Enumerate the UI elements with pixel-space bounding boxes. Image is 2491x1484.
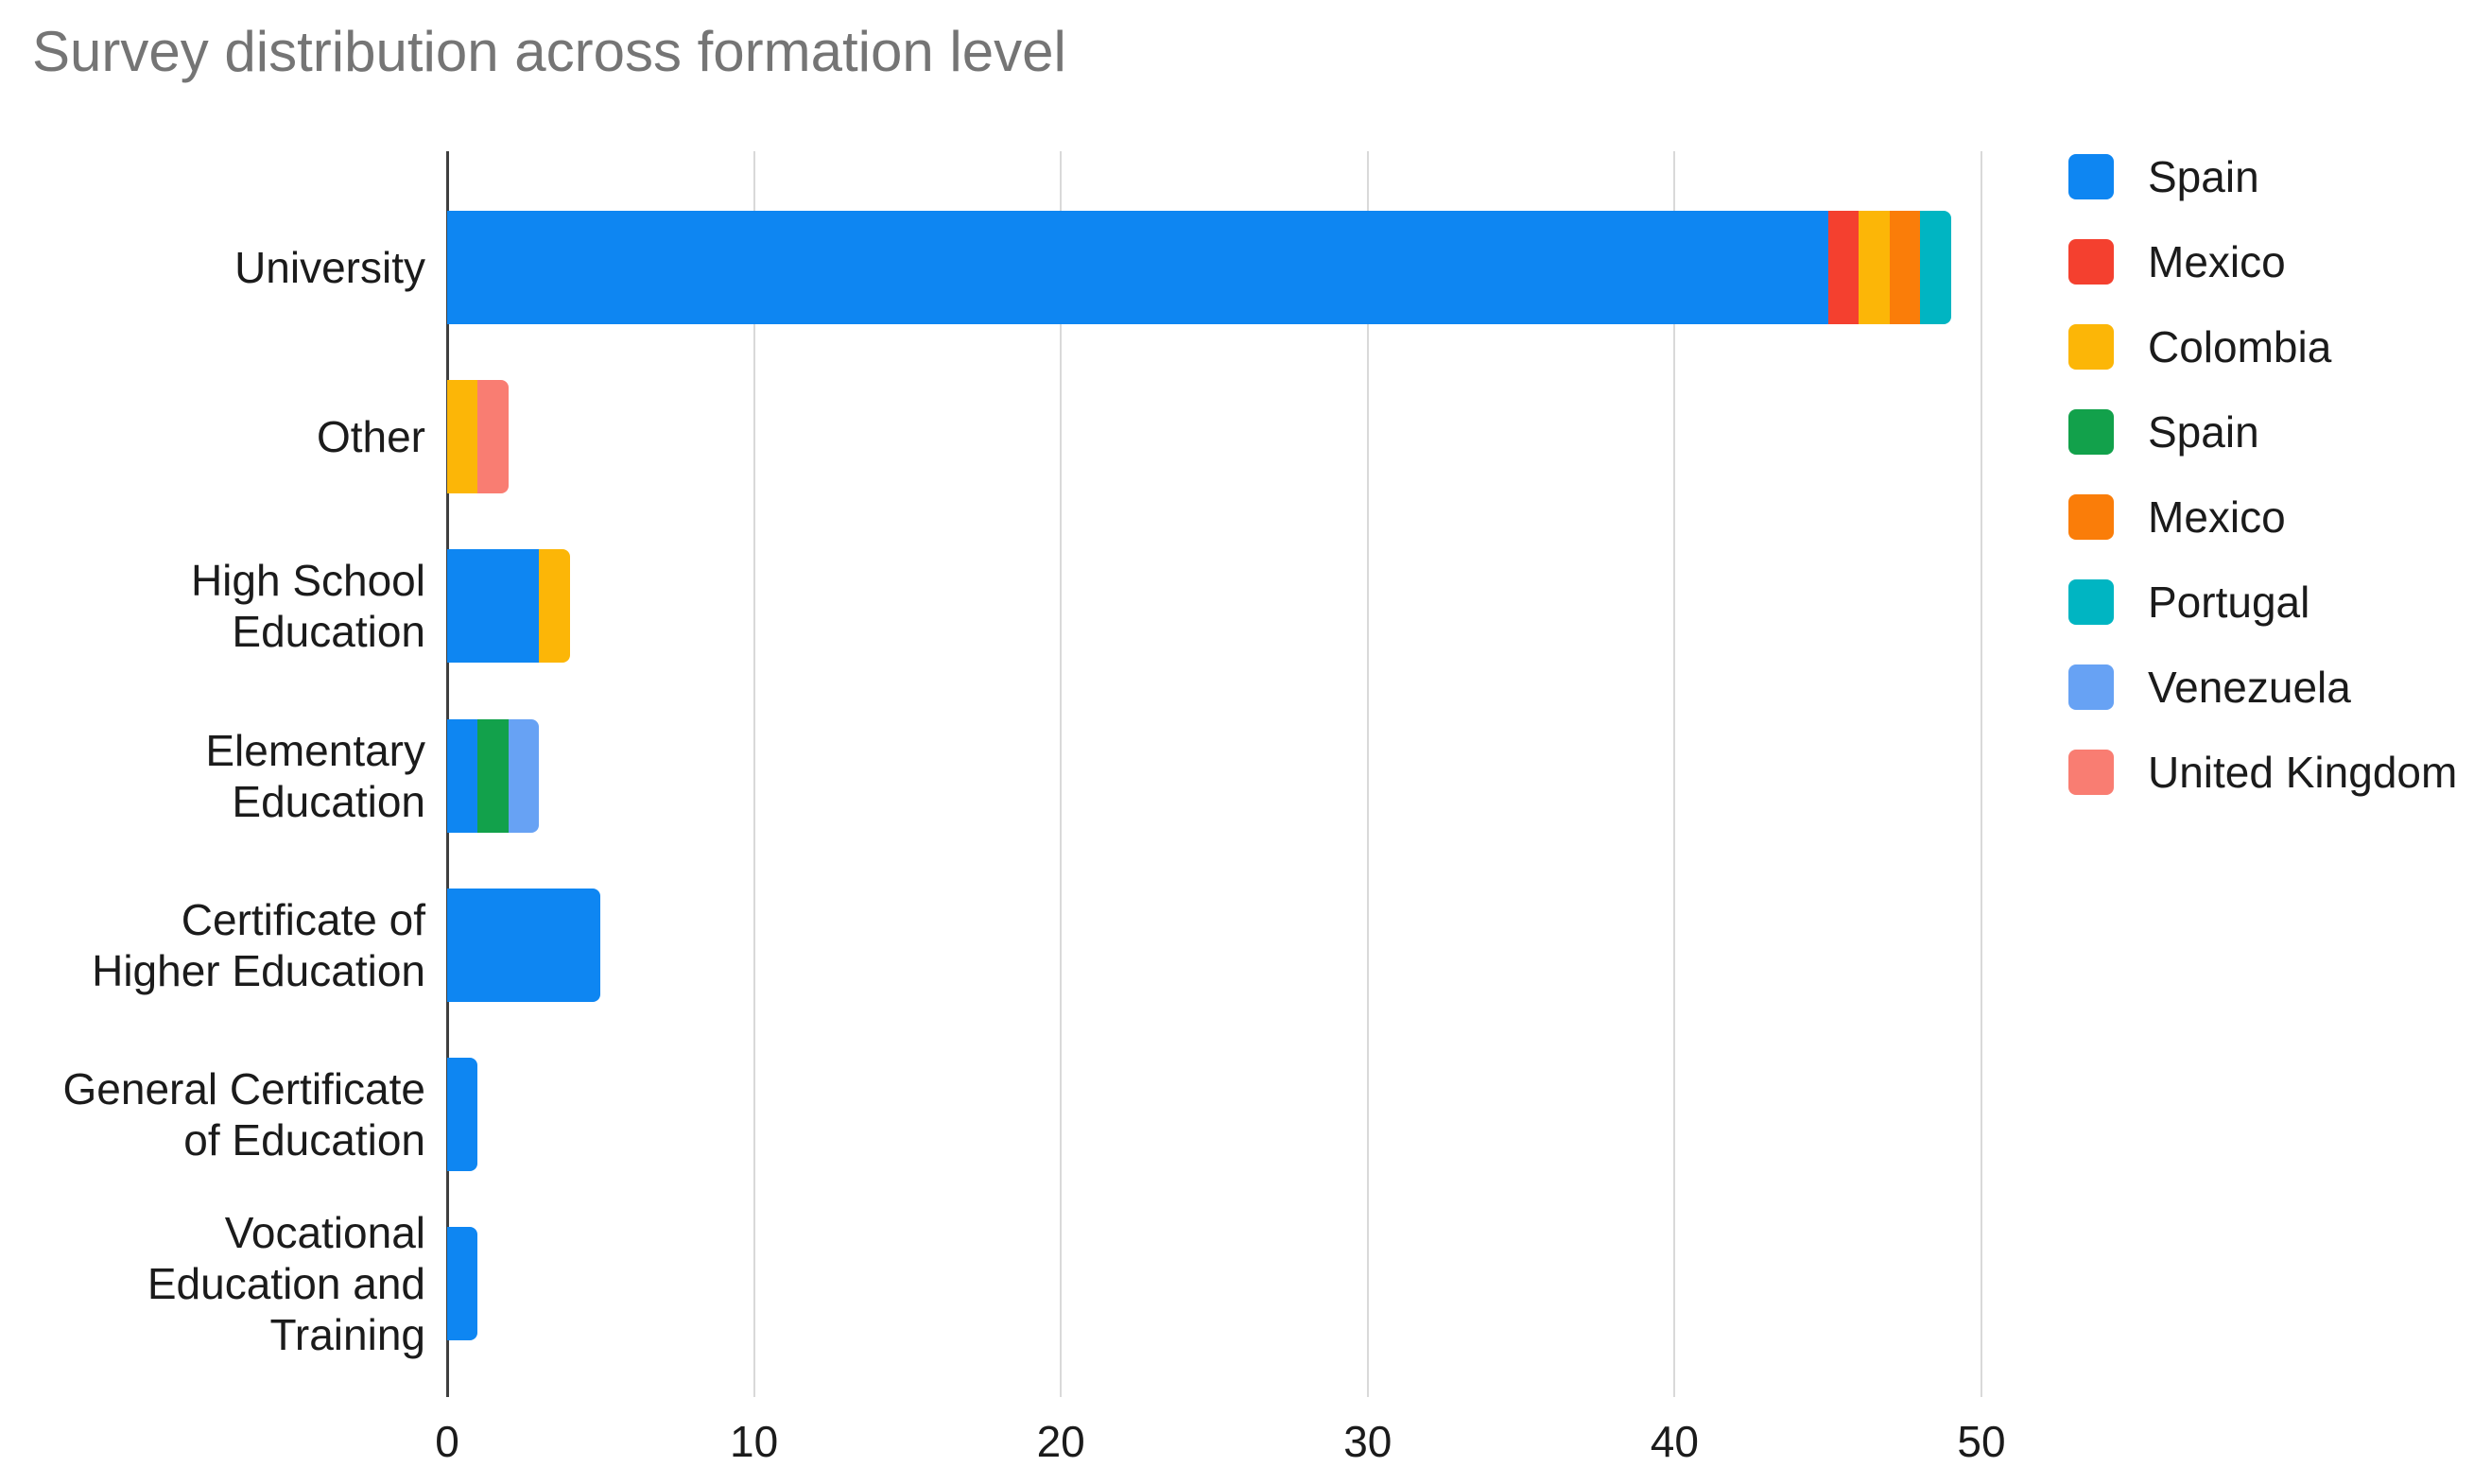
y-axis-label-high-school-education: High School Education (190, 556, 425, 657)
legend-label-spain: Spain (2148, 152, 2259, 201)
legend-item-united-kingdom: United Kingdom (2068, 748, 2458, 797)
y-axis-label-general-certificate-of-education: General Certificate of Education (62, 1063, 426, 1165)
legend-swatch-united-kingdom (2068, 750, 2114, 795)
bar-segment-university-mexico (1827, 211, 1860, 324)
bar-segment-university-spain (447, 211, 1828, 324)
legend-swatch-colombia (2068, 324, 2114, 370)
x-tick-label-40: 40 (1650, 1417, 1699, 1466)
bar-segment-university-colombia (1859, 211, 1890, 324)
legend-item-spain: Spain (2068, 152, 2259, 201)
bar-segment-elementary-education-venezuela (508, 718, 540, 833)
x-gridline-30 (1366, 151, 1369, 1397)
legend-label-spain: Spain (2148, 407, 2259, 457)
y-axis-label-university: University (234, 243, 425, 292)
bar-segment-other-colombia (447, 380, 478, 494)
legend-swatch-spain (2068, 154, 2114, 199)
chart-title: Survey distribution across formation lev… (32, 20, 1066, 83)
x-gridline-20 (1060, 151, 1063, 1397)
y-axis-label-elementary-education: Elementary Education (205, 725, 425, 826)
y-axis-label-certificate-of-higher-education: Certificate of Higher Education (92, 894, 425, 995)
legend-item-mexico: Mexico (2068, 492, 2286, 542)
bar-segment-general-certificate-of-education-spain (447, 1057, 478, 1171)
legend-swatch-mexico (2068, 494, 2114, 540)
bar-segment-university-mexico (1889, 211, 1921, 324)
legend-swatch-venezuela (2068, 664, 2114, 710)
legend-label-colombia: Colombia (2148, 322, 2332, 371)
legend-item-spain: Spain (2068, 407, 2259, 457)
x-tick-label-50: 50 (1957, 1417, 2006, 1466)
x-tick-label-20: 20 (1036, 1417, 1085, 1466)
bar-segment-vocational-education-and-training-spain (447, 1227, 478, 1341)
bar-segment-elementary-education-spain (447, 718, 478, 833)
legend-label-mexico: Mexico (2148, 237, 2286, 286)
legend-label-portugal: Portugal (2148, 578, 2310, 627)
legend-label-united-kingdom: United Kingdom (2148, 748, 2458, 797)
x-tick-label-10: 10 (730, 1417, 779, 1466)
bar-segment-other-united-kingdom (477, 380, 509, 494)
bar-segment-university-portugal (1920, 211, 1951, 324)
x-gridline-40 (1673, 151, 1676, 1397)
legend-swatch-portugal (2068, 579, 2114, 625)
bar-segment-certificate-of-higher-education-spain (447, 888, 601, 1002)
bar-segment-high-school-education-spain (447, 549, 540, 664)
legend-label-mexico: Mexico (2148, 492, 2286, 542)
legend-swatch-spain (2068, 409, 2114, 455)
x-gridline-10 (752, 151, 755, 1397)
x-gridline-50 (1981, 151, 1982, 1397)
legend-item-venezuela: Venezuela (2068, 663, 2351, 712)
legend-swatch-mexico (2068, 239, 2114, 285)
bar-segment-high-school-education-colombia (539, 549, 570, 664)
legend-item-portugal: Portugal (2068, 578, 2310, 627)
legend-item-mexico: Mexico (2068, 237, 2286, 286)
legend-label-venezuela: Venezuela (2148, 663, 2351, 712)
y-axis-label-other: Other (316, 412, 425, 462)
x-tick-label-30: 30 (1343, 1417, 1393, 1466)
legend-item-colombia: Colombia (2068, 322, 2332, 371)
y-axis-label-vocational-education-and-training: Vocational Education and Training (147, 1208, 425, 1360)
x-tick-label-0: 0 (435, 1417, 459, 1466)
bar-segment-elementary-education-spain (477, 718, 509, 833)
